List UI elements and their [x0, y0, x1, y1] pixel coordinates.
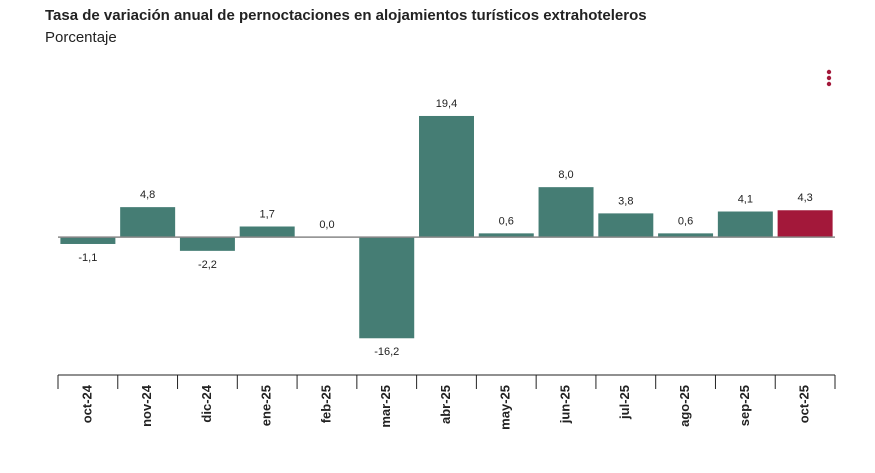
bar — [419, 115, 474, 238]
value-label: 8,0 — [558, 169, 573, 181]
bar — [777, 210, 833, 238]
bar — [179, 237, 235, 251]
value-label: 4,1 — [738, 193, 753, 205]
value-label: -1,1 — [78, 252, 97, 264]
menu-button[interactable] — [826, 69, 832, 87]
x-tick-label: may-25 — [498, 385, 513, 430]
value-label: 4,3 — [797, 192, 812, 204]
bar — [478, 233, 534, 238]
value-label: 0,6 — [499, 215, 514, 227]
bar — [239, 226, 295, 238]
bar — [598, 213, 654, 238]
x-tick-label: oct-24 — [79, 384, 94, 423]
bar — [359, 237, 415, 339]
chart-subtitle: Porcentaje — [45, 29, 117, 46]
x-tick-label: dic-24 — [199, 384, 214, 422]
bar — [717, 211, 773, 238]
value-label: -2,2 — [198, 259, 217, 271]
value-label: 1,7 — [260, 208, 275, 220]
value-label: 0,0 — [319, 219, 334, 231]
x-tick-label: sep-25 — [737, 385, 752, 426]
x-tick-label: oct-25 — [797, 385, 812, 423]
value-label: 4,8 — [140, 189, 155, 201]
value-label: 19,4 — [436, 98, 457, 110]
bar — [120, 207, 176, 238]
value-label: 0,6 — [678, 215, 693, 227]
x-tick-label: jun-25 — [557, 385, 572, 424]
x-tick-label: jul-25 — [617, 385, 632, 420]
x-tick-label: ago-25 — [677, 385, 692, 427]
x-tick-label: feb-25 — [318, 385, 333, 423]
value-label: 3,8 — [618, 195, 633, 207]
chart-title: Tasa de variación anual de pernoctacione… — [45, 7, 647, 24]
value-label: -16,2 — [374, 346, 399, 358]
x-tick-label: ene-25 — [259, 385, 274, 426]
bar — [538, 187, 594, 238]
x-tick-label: mar-25 — [378, 385, 393, 428]
bar — [658, 233, 714, 238]
bar — [60, 237, 116, 244]
x-tick-label: abr-25 — [438, 385, 453, 424]
x-tick-label: nov-24 — [139, 384, 154, 427]
